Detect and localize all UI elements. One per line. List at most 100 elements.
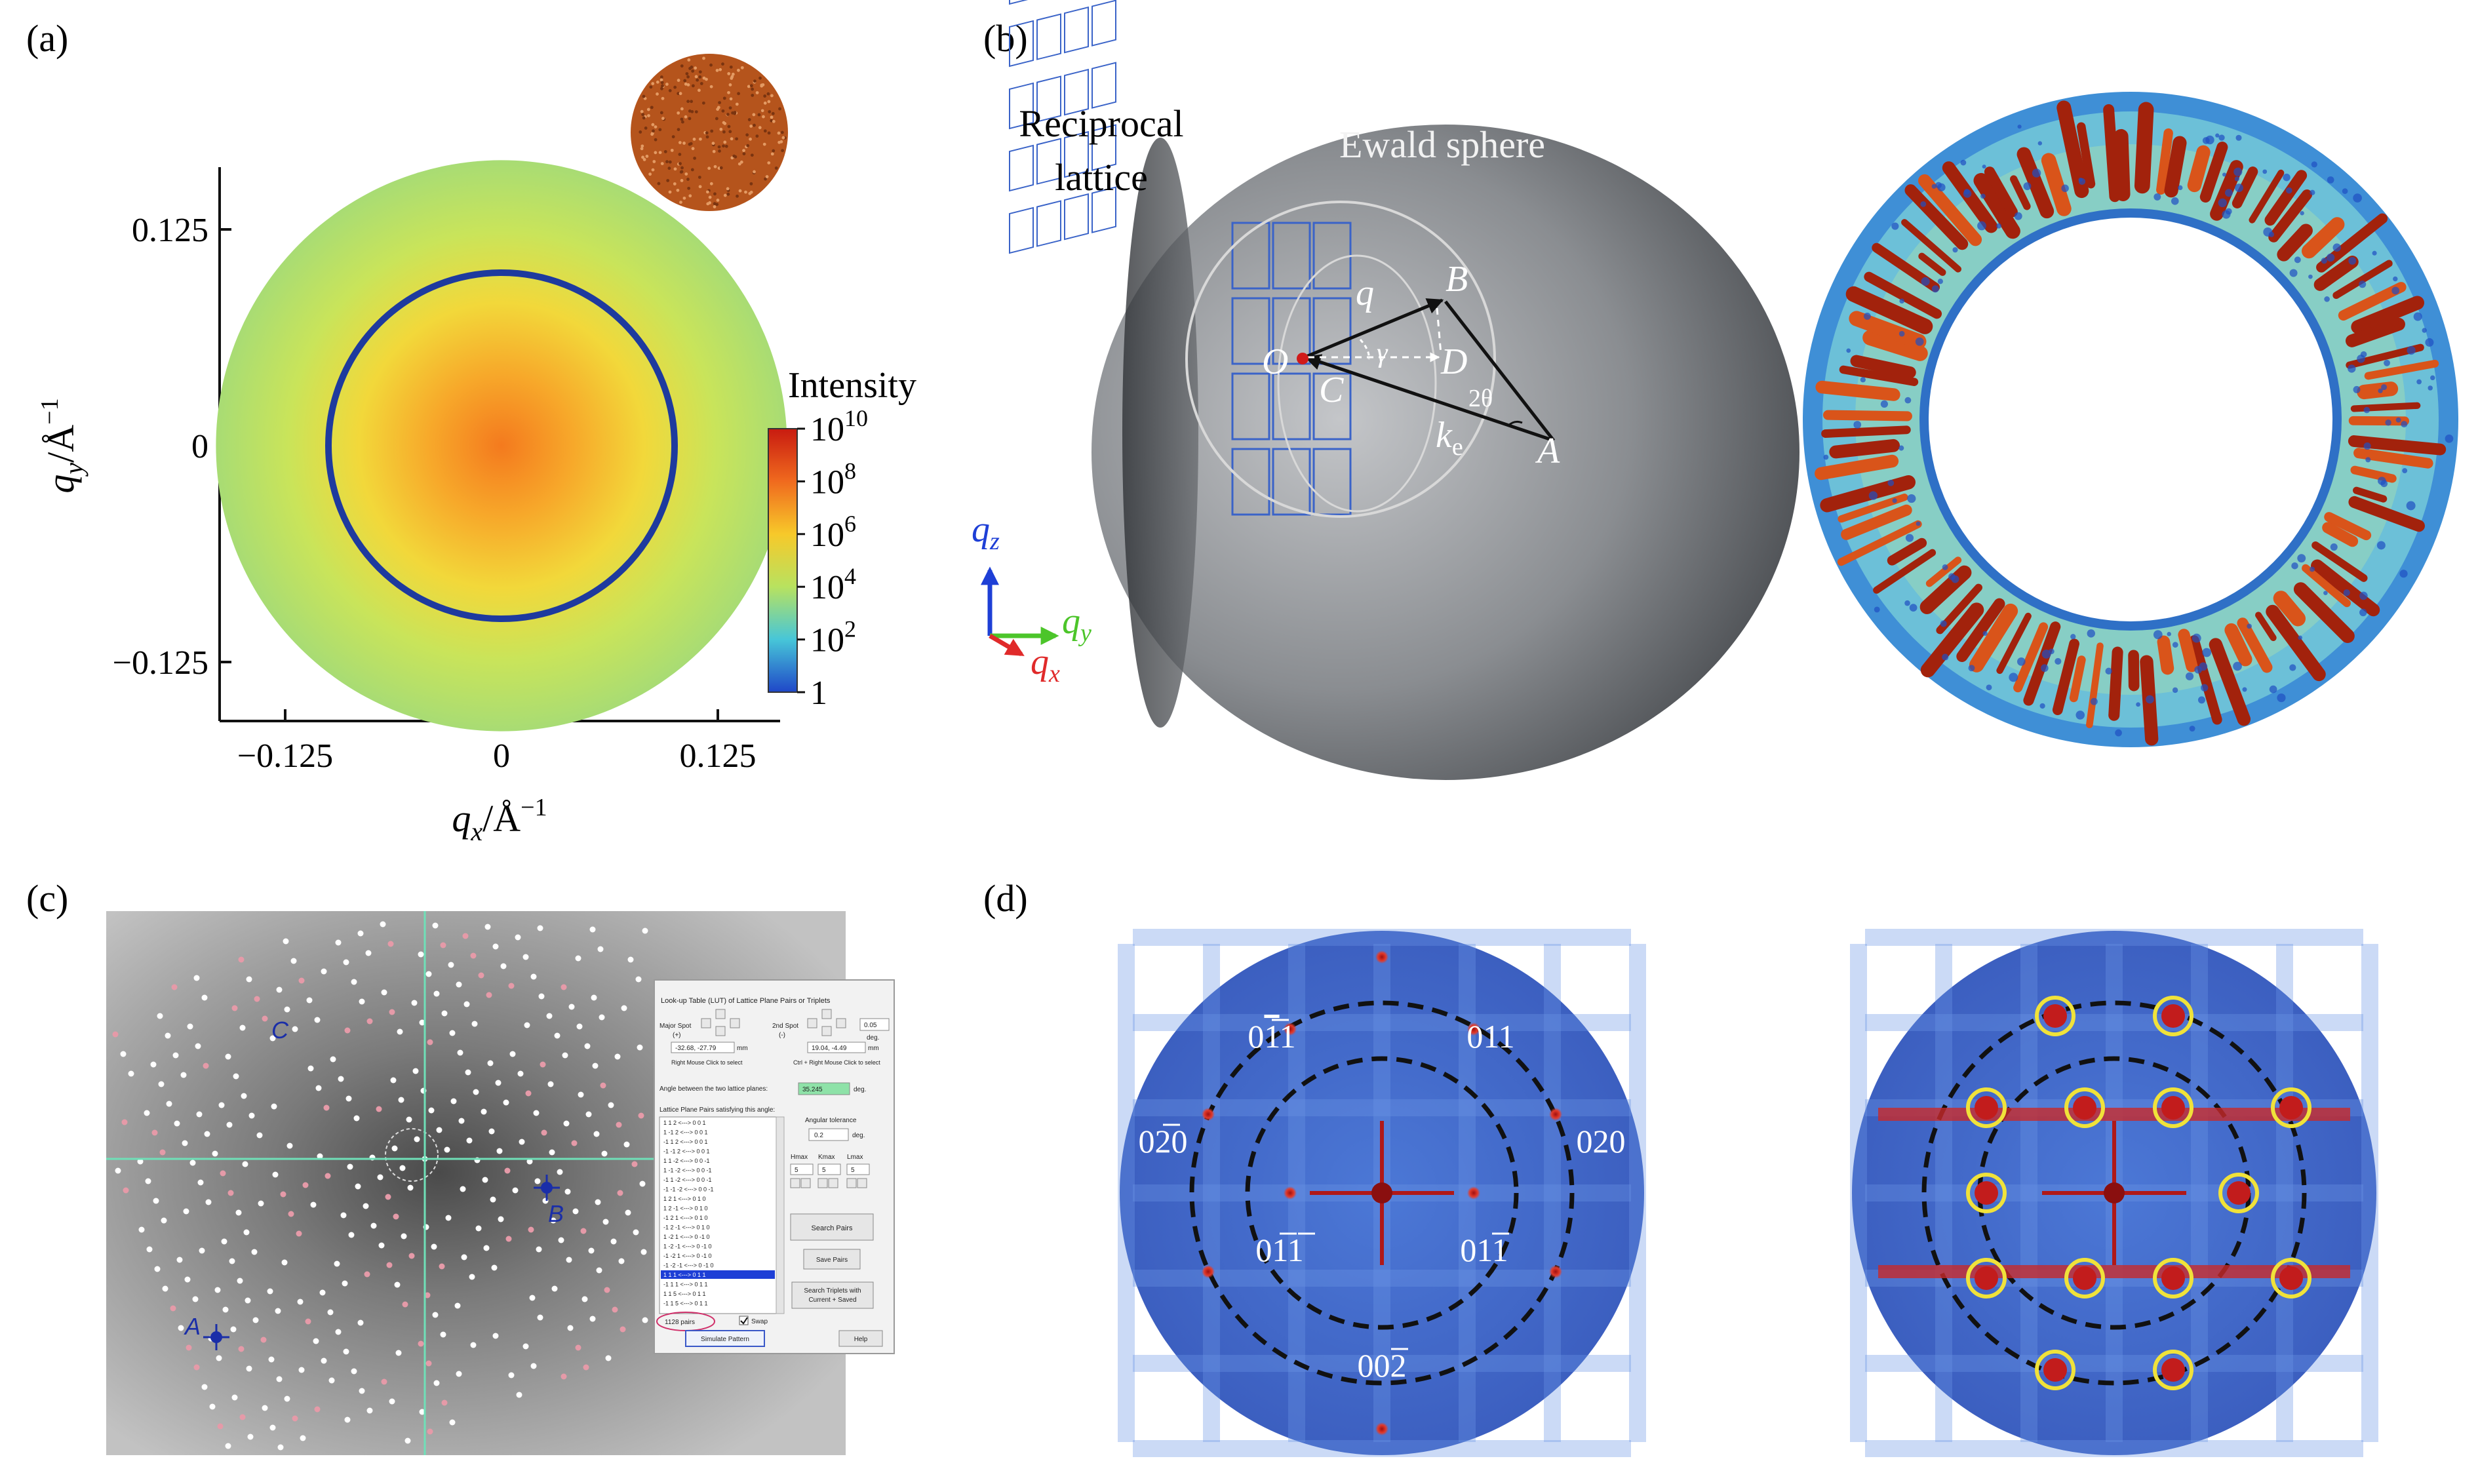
ring-streak <box>2056 100 2089 199</box>
diffraction-spot <box>530 1363 537 1369</box>
pairs-list-item[interactable]: 1 -1 2 <---> 0 0 1 <box>663 1129 708 1136</box>
marker-B[interactable]: B <box>534 1175 564 1227</box>
tolerance-select-value: 0.05 <box>864 1022 877 1029</box>
ring-speckle <box>2378 388 2383 393</box>
ring-streak <box>2076 122 2096 189</box>
pairs-list-item[interactable]: 1 2 1 <---> 0 1 0 <box>663 1196 706 1202</box>
diffraction-spot <box>378 1242 385 1249</box>
major-down-button[interactable] <box>715 1026 726 1036</box>
save-pairs-button[interactable] <box>803 1249 861 1270</box>
hkl-stepper-buttons[interactable] <box>790 1178 867 1188</box>
colorbar-tick-label: 102 <box>810 616 856 659</box>
pairs-list-item[interactable]: -1 1 1 <---> 0 1 1 <box>663 1281 708 1288</box>
pairs-list-item[interactable]: -1 2 1 <---> 0 1 0 <box>663 1215 708 1221</box>
pairs-list-item[interactable]: -1 1 2 <---> 0 0 1 <box>663 1139 708 1145</box>
diffraction-spot <box>310 1201 317 1208</box>
diffraction-spot <box>537 1314 543 1321</box>
ring-streak <box>2086 642 2104 728</box>
ring-speckle <box>2016 657 2026 666</box>
pairs-list-item[interactable]: 1 1 -2 <---> 0 0 -1 <box>663 1158 710 1164</box>
pairs-list-item[interactable]: -1 -1 2 <---> 0 0 1 <box>663 1148 710 1155</box>
particle-speckle <box>736 68 740 72</box>
ring-speckle <box>2014 212 2022 220</box>
pairs-list-item[interactable]: 1 -1 -2 <---> 0 0 -1 <box>663 1167 712 1174</box>
diffraction-spot <box>298 1367 305 1373</box>
pairs-list-item[interactable]: -1 1 -2 <---> 0 0 -1 <box>663 1177 712 1183</box>
diffraction-spot <box>2161 1096 2185 1120</box>
particle-speckle <box>646 107 650 111</box>
pairs-list-item[interactable]: 1 -2 1 <---> 0 -1 0 <box>663 1234 710 1240</box>
particle-speckle <box>660 87 663 90</box>
ring-speckle <box>2070 634 2076 640</box>
second-up-button[interactable] <box>821 1009 832 1019</box>
diffraction-spot <box>504 1167 511 1174</box>
angle-field[interactable] <box>798 1082 850 1095</box>
pairs-list-selected[interactable] <box>661 1270 775 1279</box>
diffraction-spot <box>576 1023 583 1030</box>
second-spot-field[interactable] <box>807 1042 866 1053</box>
diffraction-spot <box>516 1392 522 1398</box>
particle-speckle <box>770 115 774 119</box>
diffraction-spot <box>1202 1265 1215 1278</box>
pairs-list-item[interactable]: -1 -1 -2 <---> 0 0 -1 <box>663 1186 714 1193</box>
search-triplets-button[interactable] <box>791 1281 874 1309</box>
pairs-list-item[interactable]: -1 -2 -1 <---> 0 -1 0 <box>663 1262 714 1269</box>
help-button[interactable] <box>838 1330 883 1347</box>
pairs-list-item[interactable]: 1 1 2 <---> 0 0 1 <box>663 1120 706 1126</box>
ring-speckle <box>1846 348 1851 353</box>
pairs-list-item[interactable]: 1 1 1 <---> 0 1 1 <box>663 1272 706 1278</box>
second-down-button[interactable] <box>821 1026 832 1036</box>
label-q: q <box>1356 273 1374 313</box>
major-spot-field[interactable] <box>671 1042 735 1053</box>
particle-speckle <box>726 192 730 196</box>
major-up-button[interactable] <box>715 1009 726 1019</box>
diffraction-spot <box>137 1158 144 1165</box>
diffraction-spot <box>262 1405 268 1411</box>
particle-speckle <box>652 160 656 163</box>
tolerance-select[interactable] <box>859 1018 890 1031</box>
swap-checkbox[interactable] <box>739 1316 749 1325</box>
diffraction-spot <box>637 1044 643 1051</box>
kmax-field[interactable] <box>817 1163 841 1175</box>
major-right-button[interactable] <box>730 1018 740 1028</box>
marker-A[interactable]: A <box>184 1313 229 1350</box>
diffraction-spot <box>614 1053 621 1060</box>
diffraction-spot <box>343 1348 349 1355</box>
axis-qx: qx <box>1031 642 1060 688</box>
diffraction-spot <box>238 956 245 963</box>
pairs-list[interactable] <box>659 1116 785 1314</box>
pairs-list-item[interactable]: 1 1 5 <---> 0 1 1 <box>663 1291 706 1297</box>
particle-speckle <box>753 79 757 83</box>
ring-streak <box>2311 559 2380 617</box>
ring-speckle <box>1968 665 1975 672</box>
angular-tolerance-select[interactable] <box>808 1128 849 1141</box>
major-left-button[interactable] <box>701 1018 711 1028</box>
diffraction-spot <box>2161 1358 2185 1382</box>
simulate-pattern-button[interactable] <box>685 1330 765 1347</box>
pairs-list-scrollbar[interactable] <box>776 1116 785 1314</box>
diffraction-spot <box>449 1419 456 1426</box>
hmax-field[interactable] <box>790 1163 814 1175</box>
pairs-list-item[interactable]: 1 2 -1 <---> 0 1 0 <box>663 1205 708 1212</box>
panel-d: (d) 002 011 011 020 020 011 011 002 <box>983 877 2378 1457</box>
ring-streak <box>2069 655 2086 703</box>
pairs-list-item[interactable]: -1 -2 1 <---> 0 -1 0 <box>663 1253 712 1259</box>
pairs-list-item[interactable]: -1 1 5 <---> 0 1 1 <box>663 1300 708 1307</box>
diffraction-spot <box>585 1111 592 1118</box>
particle-speckle <box>709 85 713 88</box>
particle-speckle <box>690 100 694 104</box>
pairs-list-item[interactable]: 1 -2 -1 <---> 0 -1 0 <box>663 1243 712 1250</box>
diffraction-spot <box>1975 1181 1998 1205</box>
ring-streak <box>2332 260 2393 300</box>
ring-speckle <box>2017 125 2022 129</box>
second-left-button[interactable] <box>807 1018 817 1028</box>
dialog-title: Look-up Table (LUT) of Lattice Plane Pai… <box>661 997 831 1005</box>
ring-speckle <box>2381 384 2388 391</box>
diffraction-spot <box>123 1187 129 1194</box>
particle-speckle <box>739 160 743 164</box>
second-right-button[interactable] <box>836 1018 846 1028</box>
lmax-field[interactable] <box>846 1163 870 1175</box>
search-pairs-button[interactable] <box>790 1213 874 1241</box>
particle-speckle <box>716 199 720 202</box>
pairs-list-item[interactable]: -1 2 -1 <---> 0 1 0 <box>663 1224 710 1231</box>
